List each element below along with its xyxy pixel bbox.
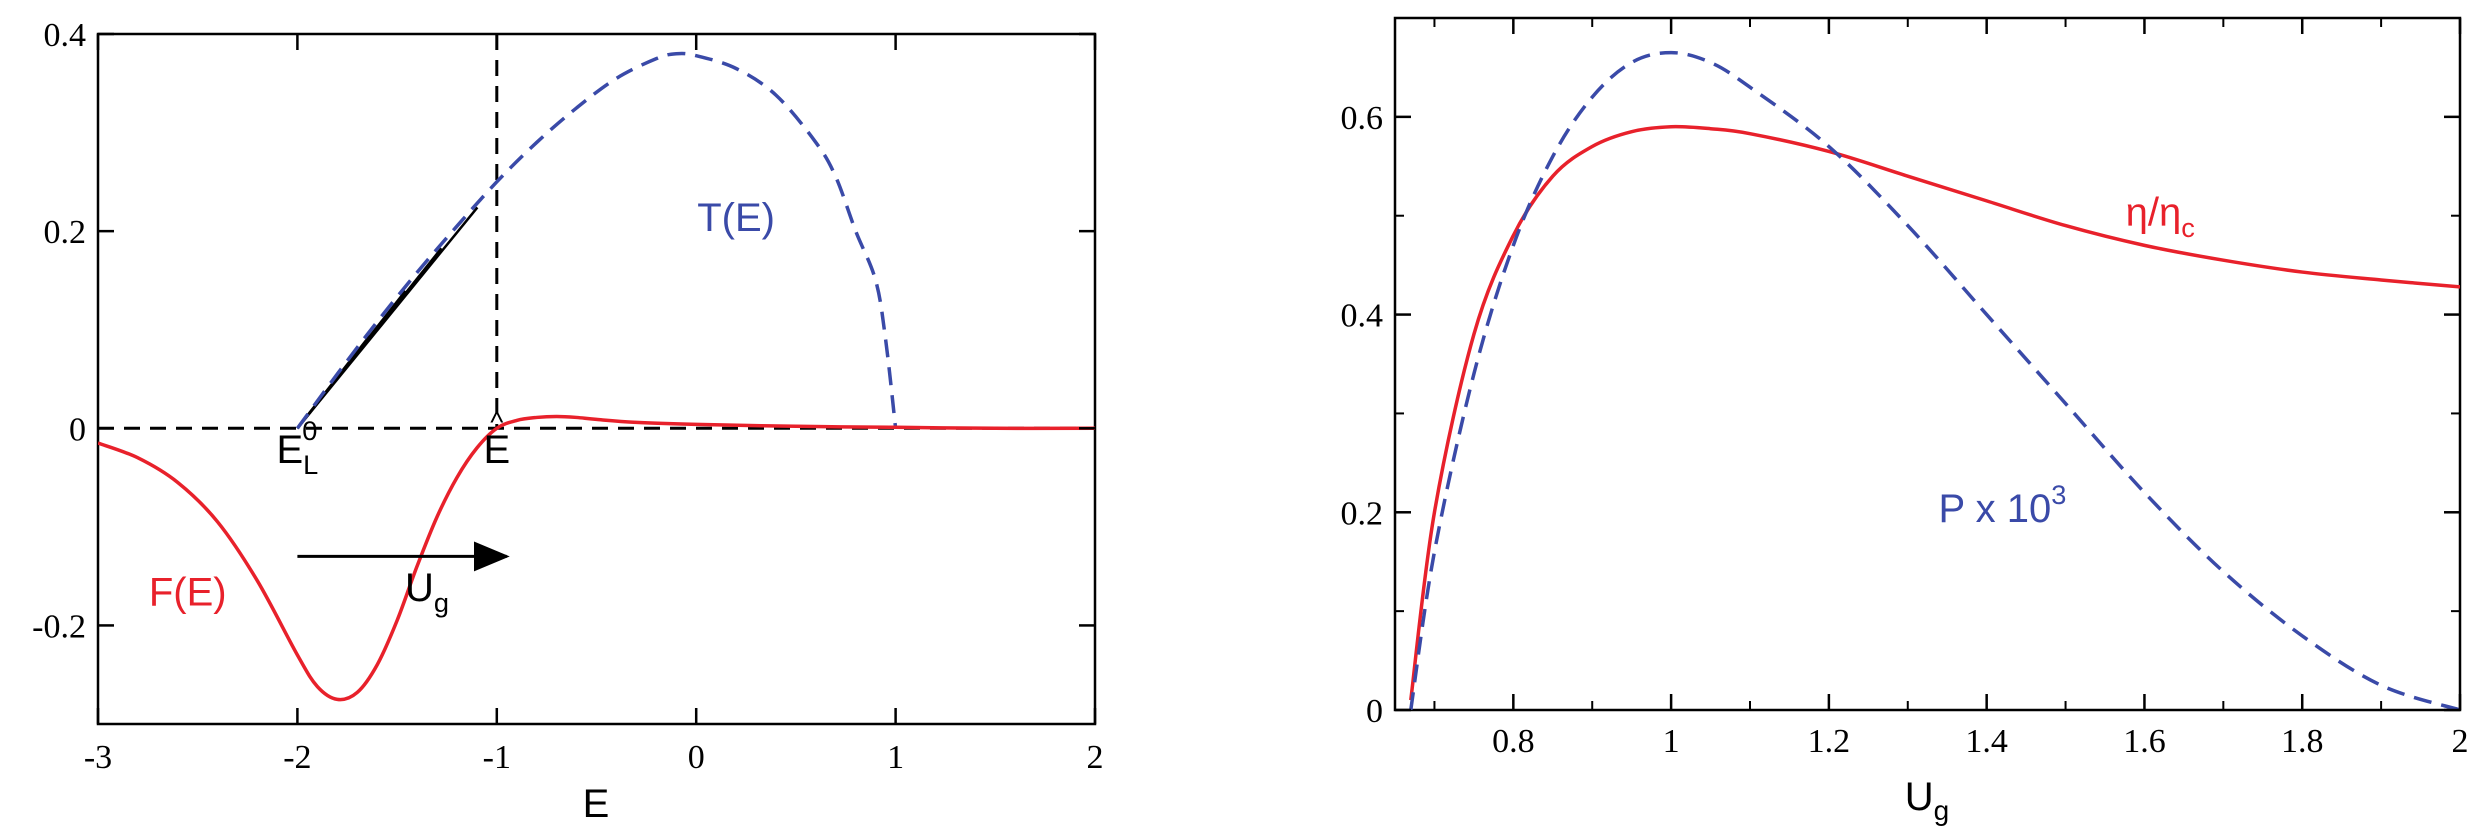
- left-annotation-4: Ug: [405, 566, 449, 618]
- left-chart: -3 -2 -1 0 1 2 -0.200.20.4 T(E)F(E)EL0 E^Ug E: [32, 17, 1103, 826]
- left-x-ticks: -3 -2 -1 0 1 2: [84, 34, 1104, 776]
- left-x-tick-label: -1: [483, 739, 511, 776]
- right-series: [1409, 50, 2460, 710]
- left-annotation-0: T(E): [697, 196, 775, 240]
- left-annotation-3: E: [483, 428, 510, 472]
- left-annotation-1: F(E): [149, 571, 227, 615]
- right-y-tick-label: 0.4: [1341, 298, 1384, 335]
- left-x-tick-label: -3: [84, 739, 112, 776]
- right-annotation-0: η/ηc: [2126, 191, 2195, 243]
- left-y-ticks: -0.2 0 0.2 0.4: [32, 17, 1095, 645]
- left-x-tick-label: 0: [688, 739, 705, 776]
- right-x-tick-label: 1.4: [1965, 723, 2008, 760]
- right-x-tick-label: 1.6: [2123, 723, 2166, 760]
- right-chart: 0.8 1 1.2 1.4 1.6 1.8 2 0 0.2 0.4 0.6 η/ηc P x 103…: [1341, 16, 2469, 826]
- right-plot-frame: [1393, 16, 2462, 712]
- series-t-e-line: [295, 51, 898, 430]
- left-reference-lines: [98, 34, 1095, 430]
- left-annotations: T(E) F(E) EL0 E^ Ug: [149, 196, 775, 618]
- right-x-tick-label: 0.8: [1492, 723, 1535, 760]
- left-x-tick-label: 1: [887, 739, 904, 776]
- left-x-tick-label: -2: [283, 739, 311, 776]
- right-x-tick-label: 2: [2452, 723, 2469, 760]
- right-y-ticks: 0 0.2 0.4 0.6: [1341, 100, 2460, 730]
- right-x-tick-label: 1: [1663, 723, 1680, 760]
- left-x-tick-label: 2: [1087, 739, 1104, 776]
- right-y-tick-label: 0.2: [1341, 495, 1384, 532]
- right-y-tick-label: 0.6: [1341, 100, 1384, 137]
- right-y-tick-label: 0: [1366, 693, 1383, 730]
- right-x-tick-label: 1.2: [1808, 723, 1851, 760]
- left-x-axis-title: E: [583, 782, 610, 826]
- left-hatched-region: [296, 206, 479, 430]
- right-x-ticks: 0.8 1 1.2 1.4 1.6 1.8 2: [1433, 18, 2469, 760]
- left-annotation-2: EL0: [276, 415, 318, 480]
- series-c-line: [1409, 124, 2460, 701]
- right-annotations: η/ηc P x 103: [1939, 191, 2195, 532]
- left-y-tick-label: 0.2: [44, 214, 87, 251]
- left-annotation-3-accent: ^: [490, 407, 503, 438]
- left-y-tick-label: 0.4: [44, 17, 87, 54]
- left-plot-frame: [96, 32, 1097, 726]
- right-x-axis-title: Ug: [1905, 775, 1949, 826]
- left-series: [98, 51, 1095, 702]
- series-p-x-10-3-line: [1409, 50, 2460, 710]
- left-y-tick-label: 0: [69, 411, 86, 448]
- right-annotation-1: P x 103: [1939, 479, 2067, 531]
- left-y-tick-label: -0.2: [32, 608, 86, 645]
- hatch-line: [296, 206, 479, 430]
- right-x-tick-label: 1.8: [2281, 723, 2324, 760]
- series-f-e-line: [98, 414, 1095, 702]
